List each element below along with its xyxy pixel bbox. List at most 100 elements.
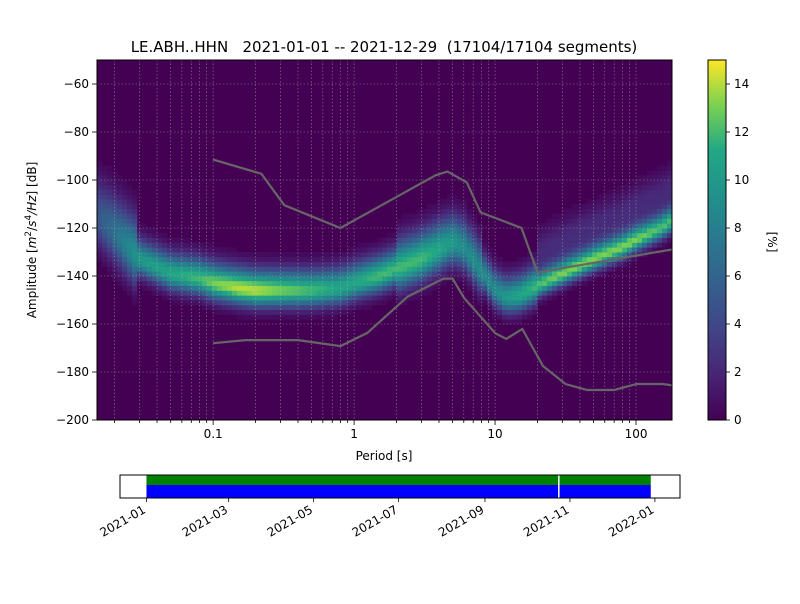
ppsd-cell: [157, 256, 163, 262]
ppsd-cell: [467, 276, 473, 282]
ppsd-cell: [412, 285, 418, 291]
ppsd-cell: [97, 170, 103, 176]
ppsd-cell: [537, 232, 543, 238]
ppsd-histogram: [97, 160, 672, 325]
ppsd-cell: [312, 271, 318, 277]
ppsd-cell: [462, 232, 468, 238]
ppsd-cell: [552, 247, 558, 253]
ppsd-cell: [547, 218, 553, 224]
ppsd-cell: [127, 256, 133, 262]
ppsd-cell: [177, 261, 183, 267]
ppsd-cell: [382, 300, 388, 306]
ppsd-cell: [327, 314, 333, 320]
ppsd-cell: [627, 228, 633, 234]
ppsd-cell: [407, 256, 413, 262]
ppsd-cell: [552, 280, 558, 286]
ppsd-cell: [557, 232, 563, 238]
ppsd-cell: [182, 266, 188, 272]
ppsd-cell: [187, 295, 193, 301]
ppsd-cell: [112, 189, 118, 195]
ppsd-cell: [542, 237, 548, 243]
ppsd-cell: [517, 280, 523, 286]
ppsd-cell: [127, 247, 133, 253]
ppsd-cell: [302, 295, 308, 301]
ppsd-cell: [312, 290, 318, 296]
ppsd-cell: [622, 194, 628, 200]
ppsd-cell: [367, 280, 373, 286]
ppsd-cell: [282, 271, 288, 277]
ppsd-cell: [132, 290, 138, 296]
ppsd-cell: [487, 295, 493, 301]
chart-title: LE.ABH..HHN 2021-01-01 -- 2021-12-29 (17…: [131, 38, 638, 56]
ppsd-cell: [107, 242, 113, 248]
ppsd-cell: [212, 252, 218, 258]
ppsd-cell: [512, 290, 518, 296]
ppsd-cell: [517, 319, 523, 325]
ppsd-cell: [652, 242, 658, 248]
ppsd-cell: [122, 256, 128, 262]
ppsd-cell: [492, 309, 498, 315]
ppsd-cell: [497, 271, 503, 277]
ppsd-cell: [392, 266, 398, 272]
ppsd-cell: [377, 261, 383, 267]
ppsd-cell: [537, 266, 543, 272]
ppsd-cell: [387, 247, 393, 253]
ppsd-cell: [632, 208, 638, 214]
ppsd-cell: [97, 213, 103, 219]
ppsd-cell: [477, 300, 483, 306]
ppsd-cell: [117, 175, 123, 181]
ppsd-cell: [252, 304, 258, 310]
ppsd-cell: [412, 266, 418, 272]
ppsd-cell: [387, 285, 393, 291]
ppsd-cell: [182, 300, 188, 306]
ppsd-cell: [452, 228, 458, 234]
ppsd-cell: [437, 237, 443, 243]
ppsd-cell: [212, 290, 218, 296]
ppsd-cell: [212, 261, 218, 267]
ppsd-cell: [287, 276, 293, 282]
ppsd-cell: [302, 300, 308, 306]
ppsd-cell: [547, 280, 553, 286]
ppsd-cell: [107, 170, 113, 176]
ppsd-cell: [362, 261, 368, 267]
ppsd-cell: [582, 256, 588, 262]
ppsd-cell: [122, 261, 128, 267]
ppsd-cell: [322, 295, 328, 301]
ppsd-cell: [252, 256, 258, 262]
ppsd-cell: [622, 218, 628, 224]
ppsd-cell: [102, 232, 108, 238]
ppsd-cell: [337, 261, 343, 267]
ppsd-cell: [472, 213, 478, 219]
ppsd-cell: [482, 256, 488, 262]
ppsd-cell: [512, 304, 518, 310]
ppsd-cell: [482, 285, 488, 291]
ppsd-cell: [247, 295, 253, 301]
ppsd-cell: [457, 218, 463, 224]
ppsd-cell: [457, 228, 463, 234]
ppsd-cell: [127, 276, 133, 282]
ppsd-cell: [477, 280, 483, 286]
ppsd-cell: [187, 266, 193, 272]
ppsd-cell: [247, 314, 253, 320]
ppsd-cell: [472, 242, 478, 248]
ppsd-cell: [267, 280, 273, 286]
ppsd-cell: [252, 290, 258, 296]
ppsd-cell: [207, 290, 213, 296]
ppsd-cell: [607, 218, 613, 224]
ppsd-cell: [397, 256, 403, 262]
ppsd-cell: [512, 300, 518, 306]
ppsd-cell: [107, 256, 113, 262]
ppsd-cell: [292, 276, 298, 282]
ppsd-cell: [277, 290, 283, 296]
ppsd-cell: [372, 295, 378, 301]
ppsd-cell: [167, 256, 173, 262]
ppsd-cell: [422, 252, 428, 258]
ppsd-cell: [252, 271, 258, 277]
ppsd-cell: [192, 247, 198, 253]
ppsd-cell: [472, 237, 478, 243]
ppsd-cell: [132, 266, 138, 272]
ppsd-cell: [187, 247, 193, 253]
ppsd-cell: [557, 290, 563, 296]
ppsd-cell: [527, 300, 533, 306]
ppsd-cell: [257, 295, 263, 301]
